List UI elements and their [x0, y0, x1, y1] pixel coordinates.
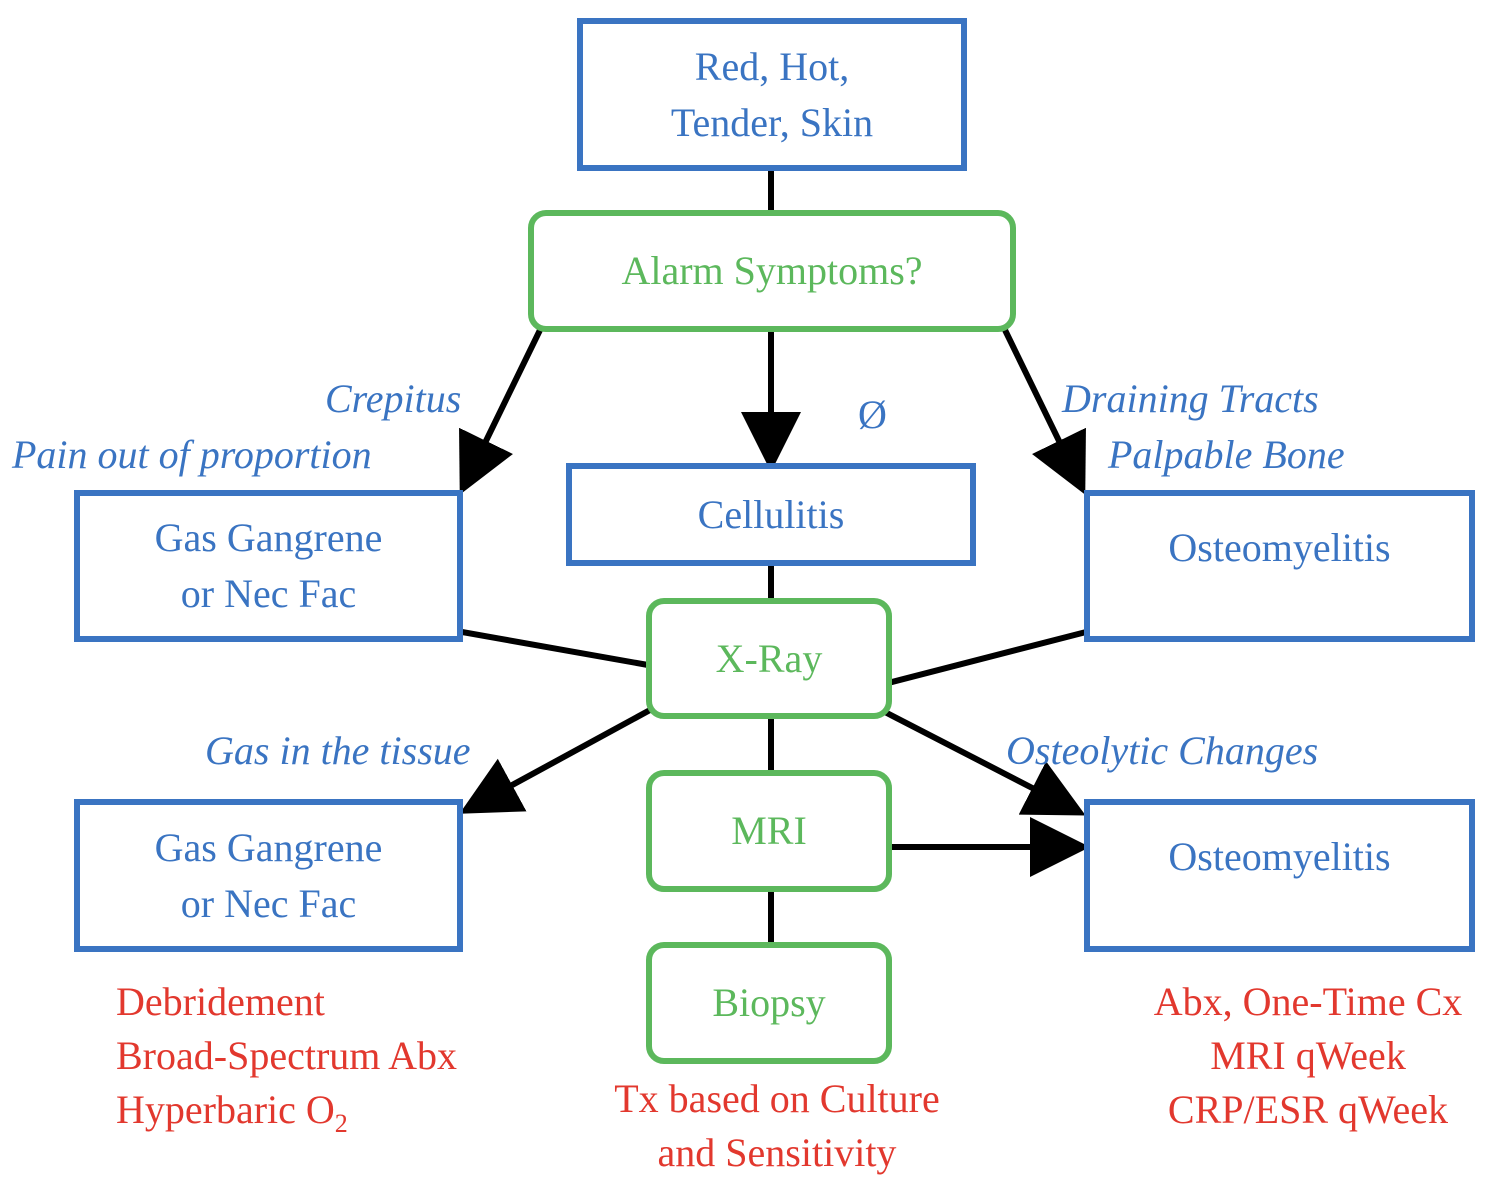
- alarm-symptoms-decision: Alarm Symptoms?: [528, 210, 1016, 332]
- presentation-box: Red, Hot, Tender, Skin: [577, 18, 967, 171]
- arrow-xray-osteo: [883, 709, 1086, 816]
- gas-gangrene-top-line1: Gas Gangrene: [154, 515, 383, 560]
- edge-label-none: Ø: [858, 392, 887, 437]
- treatment-right-line3: CRP/ESR qWeek: [1167, 1087, 1449, 1132]
- xray-decision: X-Ray: [646, 598, 892, 719]
- gas-gangrene-bottom-line2: or Nec Fac: [180, 880, 357, 926]
- presentation-line1: Red, Hot,: [694, 43, 850, 89]
- osteomyelitis-top-label: Osteomyelitis: [1168, 525, 1391, 570]
- edge-label-pain: Pain out of proportion: [12, 432, 372, 477]
- treatment-left-line3-sub: 2: [334, 1109, 348, 1138]
- treatment-center: Tx based on Culture and Sensitivity: [572, 1072, 982, 1180]
- treatment-left-line2: Broad-Spectrum Abx: [116, 1033, 458, 1078]
- edge-label-gas-tissue: Gas in the tissue: [205, 728, 471, 773]
- treatment-left: Debridement Broad-Spectrum Abx Hyperbari…: [116, 975, 457, 1137]
- gas-gangrene-box-top: Gas Gangrene or Nec Fac: [74, 490, 463, 642]
- connector-osteo-xray: [887, 629, 1087, 686]
- treatment-right-line2: MRI qWeek: [1210, 1033, 1406, 1078]
- mri-label: MRI: [731, 808, 807, 853]
- osteomyelitis-box-top: Osteomyelitis: [1084, 490, 1475, 642]
- edge-label-draining: Draining Tracts: [1062, 376, 1319, 421]
- biopsy-decision: Biopsy: [646, 942, 892, 1064]
- xray-label: X-Ray: [715, 635, 823, 681]
- connector-gas-xray: [461, 629, 649, 668]
- edge-label-crepitus: Crepitus: [325, 376, 462, 421]
- edge-label-osteolytic: Osteolytic Changes: [1006, 728, 1319, 773]
- treatment-left-line1: Debridement: [116, 979, 325, 1024]
- treatment-right-line1: Abx, One-Time Cx: [1153, 979, 1463, 1024]
- presentation-line2: Tender, Skin: [670, 99, 874, 145]
- arrow-xray-gas: [459, 707, 652, 814]
- treatment-center-line1: Tx based on Culture: [614, 1076, 940, 1121]
- arrow-alarm-osteo: [1002, 328, 1086, 495]
- cellulitis-box: Cellulitis: [566, 463, 976, 566]
- gas-gangrene-box-bottom: Gas Gangrene or Nec Fac: [74, 799, 463, 952]
- osteomyelitis-bottom-label: Osteomyelitis: [1168, 834, 1391, 879]
- edge-label-palpable: Palpable Bone: [1108, 432, 1345, 477]
- treatment-center-line2: and Sensitivity: [657, 1130, 897, 1175]
- treatment-left-line3-main: Hyperbaric O: [116, 1087, 335, 1132]
- cellulitis-label: Cellulitis: [697, 491, 845, 537]
- biopsy-label: Biopsy: [712, 980, 826, 1025]
- alarm-symptoms-label: Alarm Symptoms?: [621, 248, 923, 293]
- mri-decision: MRI: [646, 770, 892, 892]
- arrow-alarm-gas: [459, 328, 543, 495]
- treatment-left-line3: Hyperbaric O2: [116, 1083, 457, 1137]
- gas-gangrene-bottom-line1: Gas Gangrene: [154, 824, 383, 870]
- treatment-right: Abx, One-Time Cx MRI qWeek CRP/ESR qWeek: [1110, 975, 1506, 1137]
- osteomyelitis-box-bottom: Osteomyelitis: [1084, 799, 1475, 952]
- gas-gangrene-top-line2: or Nec Fac: [180, 571, 357, 616]
